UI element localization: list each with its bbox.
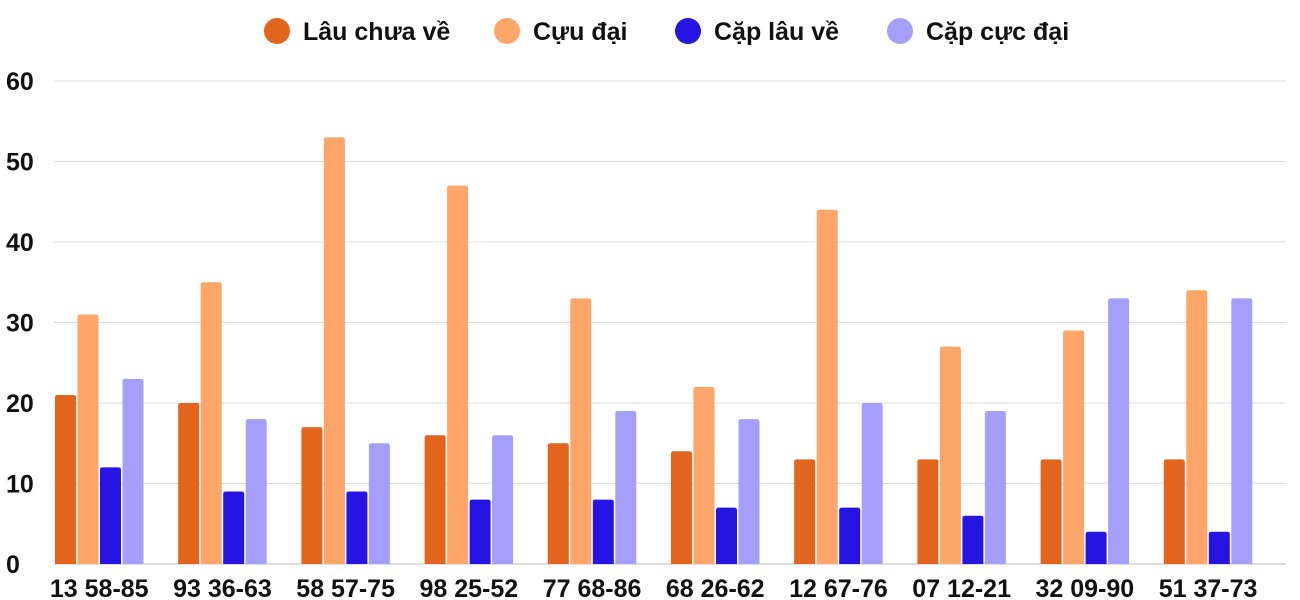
y-tick-label: 50 — [6, 149, 34, 177]
bar — [492, 435, 514, 564]
legend-marker — [887, 18, 913, 44]
bar — [939, 346, 961, 564]
bar — [1231, 298, 1253, 564]
y-tick-label: 20 — [6, 390, 34, 418]
y-tick-label: 40 — [6, 229, 34, 257]
bar — [570, 298, 592, 564]
x-tick-label: 07 12-21 — [912, 575, 1011, 600]
y-tick-label: 0 — [6, 551, 20, 579]
bar — [245, 419, 267, 564]
x-tick-label: 13 58-85 — [50, 575, 149, 600]
bar — [615, 411, 637, 564]
x-tick-label: 51 37-73 — [1159, 575, 1258, 600]
bar — [592, 499, 614, 564]
bar — [122, 378, 144, 564]
bar — [671, 451, 692, 564]
bar — [55, 394, 76, 564]
bar — [738, 419, 760, 564]
x-tick-label: 77 68-86 — [543, 575, 642, 600]
bar — [77, 314, 99, 564]
bar — [1208, 531, 1230, 564]
bar — [469, 499, 491, 564]
y-axis-ticks: 0 10 20 30 40 50 60 — [6, 68, 34, 579]
bar — [816, 209, 838, 565]
x-tick-label: 32 09-90 — [1035, 575, 1134, 600]
bar — [323, 137, 345, 564]
bar — [716, 507, 737, 564]
bar — [346, 491, 368, 564]
legend-label: Lâu chưa về — [303, 18, 450, 46]
x-tick-label: 68 26-62 — [666, 575, 765, 600]
bar — [693, 386, 715, 564]
bar — [962, 515, 984, 564]
bar — [178, 403, 200, 564]
bar — [547, 443, 569, 564]
x-tick-label: 58 57-75 — [296, 575, 395, 600]
bar — [368, 443, 390, 564]
legend-label: Cặp cực đại — [926, 18, 1069, 46]
bar — [1163, 459, 1185, 564]
legend-marker — [494, 18, 520, 44]
x-axis-labels: 13 58-85 93 36-63 58 57-75 98 25-52 77 68-86… — [50, 575, 1258, 600]
y-tick-label: 60 — [6, 68, 34, 96]
bar — [1085, 531, 1107, 564]
bar — [1108, 298, 1130, 564]
y-tick-label: 10 — [6, 471, 34, 499]
bar — [984, 411, 1006, 564]
bar — [223, 491, 245, 564]
bar — [200, 282, 222, 564]
legend-label: Cặp lâu về — [714, 18, 839, 46]
bar — [447, 185, 469, 564]
x-tick-label: 12 67-76 — [789, 575, 888, 600]
legend-label: Cựu đại — [533, 18, 628, 46]
legend: Lâu chưa về Cựu đại Cặp lâu về Cặp cực đại — [264, 18, 1069, 46]
bar — [917, 459, 939, 564]
bar — [839, 507, 861, 564]
bar — [1040, 459, 1062, 564]
bar — [794, 459, 816, 564]
x-tick-label: 93 36-63 — [173, 575, 272, 600]
bar — [861, 403, 883, 564]
y-tick-label: 30 — [6, 310, 34, 338]
legend-marker — [675, 18, 701, 44]
x-tick-label: 98 25-52 — [419, 575, 518, 600]
bar — [424, 435, 446, 564]
legend-marker — [264, 18, 290, 44]
bar — [1186, 290, 1208, 564]
bar — [301, 427, 323, 564]
bars — [55, 137, 1253, 565]
bar — [100, 467, 121, 564]
bar — [1063, 330, 1085, 564]
